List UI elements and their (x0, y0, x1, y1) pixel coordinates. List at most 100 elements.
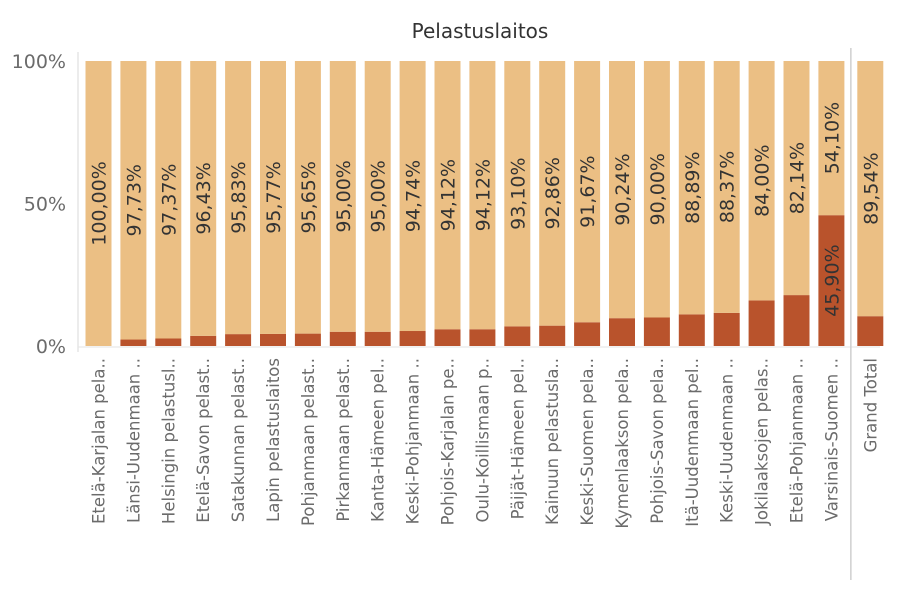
data-label: 92,86% (542, 157, 564, 229)
data-label: 91,67% (577, 155, 599, 227)
x-category-label: Päijät-Hämeen pel.. (508, 358, 527, 519)
bar-segment-lower (329, 331, 356, 346)
data-label: 94,74% (403, 160, 425, 232)
bars (85, 61, 884, 346)
bar-segment-lower (399, 331, 426, 346)
data-label: 95,77% (263, 161, 285, 233)
bar-segment-upper (748, 61, 775, 301)
data-label: 97,37% (158, 164, 180, 236)
bar-segment-upper (469, 61, 496, 330)
bar-segment-lower (748, 300, 775, 346)
x-category-label: Etelä-Karjalan pela.. (90, 358, 109, 524)
x-category-label: Pirkanmaan pelast.. (334, 358, 353, 522)
bar-segment-upper (329, 61, 356, 332)
data-label: 96,43% (193, 162, 215, 234)
bar-segment-lower (434, 329, 461, 346)
bar-segment-upper (504, 61, 531, 327)
bar-segment-lower (260, 333, 286, 346)
bar-segment-lower (574, 322, 601, 346)
bar-segment-upper (120, 61, 147, 340)
bar-segment-lower (539, 325, 566, 346)
data-label: 94,12% (438, 159, 460, 231)
x-category-label: Kanta-Hämeen pel.. (369, 358, 388, 522)
x-category-label: Oulu-Koillismaan p.. (473, 358, 492, 522)
x-category-label: Länsi-Uudenmaan .. (124, 358, 143, 523)
bar-segment-lower (713, 312, 740, 346)
data-label: 90,24% (612, 153, 634, 225)
bar-segment-upper (294, 61, 321, 334)
data-label: 95,00% (368, 160, 390, 232)
x-category-label: Satakunnan pelast.. (229, 358, 248, 522)
data-label: 93,10% (507, 157, 529, 229)
data-label: 100,00% (89, 161, 111, 246)
x-category-label: Helsingin pelastusl.. (159, 358, 178, 524)
x-category-label: Etelä-Pohjanmaan .. (788, 358, 807, 523)
data-label: 95,00% (333, 160, 355, 232)
bar-segment-lower (469, 329, 496, 346)
bar-segment-upper (399, 61, 426, 332)
x-category-label: Pohjois-Karjalan pe.. (439, 358, 458, 525)
bar-segment-upper (678, 61, 705, 315)
bar-segment-lower (364, 331, 391, 346)
x-category-label: Grand Total (861, 358, 880, 452)
bar-segment-upper (364, 61, 391, 332)
x-category-label: Kainuun pelastusla.. (543, 358, 562, 525)
bar-segment-lower (783, 295, 810, 346)
bar-segment-upper (713, 61, 740, 313)
bar-segment-lower (857, 316, 884, 346)
bar-segment-upper (85, 61, 112, 346)
bar-segment-upper (155, 61, 182, 339)
data-label: 95,65% (298, 161, 320, 233)
bar-segment-lower (294, 333, 321, 346)
data-label: 54,10% (821, 102, 843, 174)
y-axis: 0% 50% 100% (12, 51, 79, 358)
data-label: 97,73% (123, 164, 145, 236)
data-label: 84,00% (752, 144, 774, 216)
data-label: 95,83% (228, 161, 250, 233)
data-label: 82,14% (787, 142, 809, 214)
bar-segment-lower (609, 318, 635, 346)
data-label: 94,12% (472, 159, 494, 231)
x-category-label: Itä-Uudenmaan pel.. (683, 358, 702, 527)
bar-segment-upper (434, 61, 461, 330)
bar-segment-upper (260, 61, 286, 334)
bar-segment-upper (574, 61, 601, 323)
bar-segment-upper (857, 61, 884, 317)
category-labels: Etelä-Karjalan pela.. Länsi-Uudenmaan .. H… (90, 358, 881, 529)
x-category-label: Jokilaaksojen pelas.. (753, 358, 772, 526)
x-category-label: Keski-Pohjanmaan .. (404, 358, 423, 524)
x-category-label: Lapin pelastuslaitos (264, 358, 283, 522)
data-label: 90,00% (647, 153, 669, 225)
bar-segment-lower (678, 314, 705, 346)
bar-segment-lower (155, 338, 182, 346)
data-label: 45,90% (821, 244, 843, 316)
bar-segment-upper (818, 61, 845, 216)
y-tick-label: 50% (24, 194, 66, 216)
bar-segment-lower (818, 215, 845, 346)
x-category-label: Etelä-Savon pelast.. (194, 358, 213, 523)
chart-title: Pelastuslaitos (412, 19, 549, 43)
bar-segment-lower (504, 326, 531, 346)
bar-segment-lower (120, 339, 147, 346)
bar-segment-upper (190, 61, 217, 336)
x-category-label: Keski-Suomen pela.. (578, 358, 597, 526)
data-labels: 100,00% 97,73% 97,37% 96,43% 95,83% 95,77% 95,… (89, 102, 883, 317)
y-tick-label: 100% (12, 51, 66, 73)
bar-segment-upper (225, 61, 252, 335)
y-tick-label: 0% (36, 336, 66, 358)
bar-segment-upper (609, 61, 635, 319)
x-category-label: Kymenlaakson pela.. (613, 358, 632, 529)
x-category-label: Varsinais-Suomen .. (822, 358, 841, 521)
bar-segment-upper (783, 61, 810, 296)
bar-segment-upper (643, 61, 670, 318)
data-label: 88,89% (682, 151, 704, 223)
x-axis (78, 48, 880, 580)
x-category-label: Keski-Uudenmaan .. (718, 358, 737, 523)
data-label: 88,37% (717, 151, 739, 223)
bar-segment-lower (225, 334, 252, 346)
x-category-label: Pohjanmaan pelast.. (299, 358, 318, 526)
x-category-label: Pohjois-Savon pela.. (648, 358, 667, 524)
data-label: 89,54% (860, 152, 882, 224)
bar-segment-upper (539, 61, 566, 326)
